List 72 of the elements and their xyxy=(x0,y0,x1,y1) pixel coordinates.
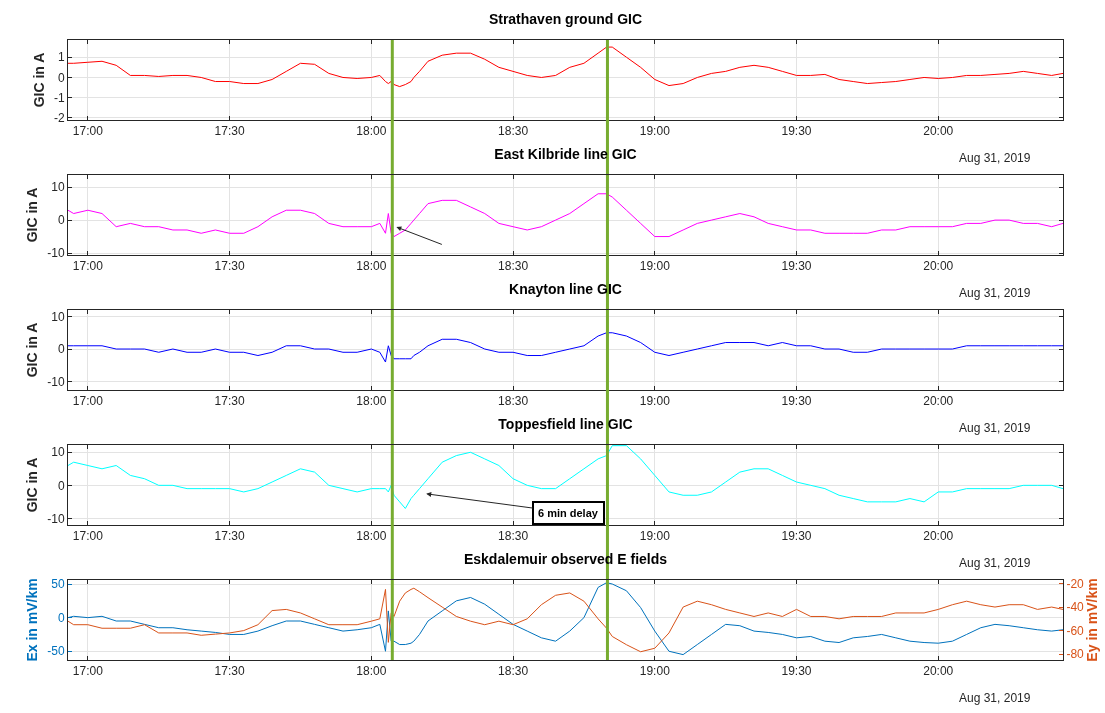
y2-tick-label: -40 xyxy=(1066,600,1085,615)
y-tick-label: 10 xyxy=(51,309,65,324)
y2-tick-label: -20 xyxy=(1066,576,1085,591)
y-tick-label: -50 xyxy=(47,644,65,659)
x-tick-label: 20:00 xyxy=(923,664,954,679)
text: Aug 31, 2019 xyxy=(959,286,1031,300)
y2-tick-label: -80 xyxy=(1066,647,1085,662)
y-axis-title: GIC in A xyxy=(23,457,40,513)
chart-title: Strathaven ground GIC xyxy=(488,10,643,27)
x-tick-label: 18:30 xyxy=(498,664,529,679)
x-tick-label: 20:00 xyxy=(923,259,954,274)
x-tick-label: 19:00 xyxy=(639,259,671,274)
x-tick-label: 19:30 xyxy=(781,529,812,544)
x-tick-label: 17:00 xyxy=(72,124,104,139)
x-tick-label: 19:00 xyxy=(639,529,671,544)
x-tick-label: 18:30 xyxy=(498,394,529,409)
x-tick-label: 19:30 xyxy=(781,394,812,409)
y-axis-title: GIC in A xyxy=(30,52,47,108)
y-tick-label: 1 xyxy=(57,50,65,65)
text: Aug 31, 2019 xyxy=(959,151,1031,165)
x-tick-label: 17:30 xyxy=(214,529,245,544)
x-tick-label: 19:30 xyxy=(781,259,812,274)
x-tick-label: 18:00 xyxy=(356,124,387,139)
y-tick-label: 0 xyxy=(57,610,65,625)
y-axis-title: GIC in A xyxy=(23,322,40,378)
x-tick-label: 17:30 xyxy=(214,664,245,679)
x-tick-label: 19:00 xyxy=(639,394,671,409)
x-tick-label: 19:00 xyxy=(639,664,671,679)
x-tick-label: 19:30 xyxy=(781,664,812,679)
y-tick-label: -10 xyxy=(47,511,65,526)
text: Aug 31, 2019 xyxy=(959,691,1031,705)
x-tick-label: 17:00 xyxy=(72,394,104,409)
x-tick-label: 17:00 xyxy=(72,259,104,274)
x-tick-label: 18:30 xyxy=(498,529,529,544)
x-tick-label: 18:00 xyxy=(356,259,387,274)
y-tick-label: 10 xyxy=(51,445,65,460)
y-axis-title: Ex in mV/km xyxy=(23,578,40,662)
line-series xyxy=(68,445,1063,509)
y-tick-label: 10 xyxy=(51,180,65,195)
x-tick-label: 18:00 xyxy=(356,394,387,409)
y-tick-label: -1 xyxy=(53,90,65,105)
y2-axis-title: Ey in mV/km xyxy=(1084,578,1101,662)
x-tick-label: 20:00 xyxy=(923,529,954,544)
y-tick-label: -10 xyxy=(47,246,65,261)
y-tick-label: 50 xyxy=(51,577,65,592)
x-tick-label: 20:00 xyxy=(923,394,954,409)
y-tick-label: 0 xyxy=(57,70,65,85)
y-tick-label: -2 xyxy=(53,111,65,126)
x-tick-label: 18:30 xyxy=(498,124,529,139)
y-tick-label: 0 xyxy=(57,342,65,357)
x-tick-label: 17:30 xyxy=(214,394,245,409)
y2-tick-label: -60 xyxy=(1066,623,1085,638)
line-series xyxy=(68,46,1063,88)
x-tick-label: 20:00 xyxy=(923,124,954,139)
x-tick-label: 17:00 xyxy=(72,529,104,544)
x-tick-label: 17:00 xyxy=(72,664,104,679)
x-tick-label: 18:00 xyxy=(356,529,387,544)
y-tick-label: -10 xyxy=(47,374,65,389)
text: Aug 31, 2019 xyxy=(959,421,1031,435)
line-series xyxy=(68,332,1063,363)
x-tick-label: 19:00 xyxy=(639,124,671,139)
y-tick-label: 0 xyxy=(57,213,65,228)
x-tick-label: 17:30 xyxy=(214,259,245,274)
line-series xyxy=(68,193,1063,238)
x-tick-label: 17:30 xyxy=(214,124,245,139)
x-tick-label: 19:30 xyxy=(781,124,812,139)
y-axis-title: GIC in A xyxy=(23,187,40,243)
text: Aug 31, 2019 xyxy=(959,556,1031,570)
x-tick-label: 18:00 xyxy=(356,664,387,679)
annotation: 6 min delay xyxy=(538,507,599,519)
y-tick-label: 0 xyxy=(57,478,65,493)
x-tick-label: 18:30 xyxy=(498,259,529,274)
